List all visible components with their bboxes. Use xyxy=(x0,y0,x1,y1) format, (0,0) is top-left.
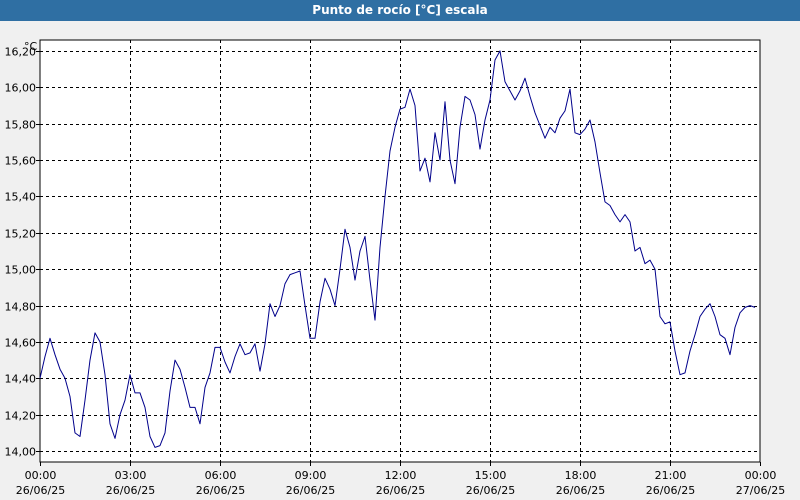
x-tick-time-label: 00:00 xyxy=(25,469,57,482)
series-layer xyxy=(39,50,756,448)
x-tick-date-label: 26/06/25 xyxy=(556,484,605,497)
chart-title: Punto de rocío [°C] escala xyxy=(0,0,800,21)
x-tick-date-label: 26/06/25 xyxy=(286,484,335,497)
y-tick-label: 15,40 xyxy=(5,191,37,204)
x-tick-date-label: 26/06/25 xyxy=(196,484,245,497)
x-tick-time-label: 18:00 xyxy=(565,469,597,482)
x-tick-date-label: 26/06/25 xyxy=(466,484,515,497)
x-tick-time-label: 06:00 xyxy=(205,469,237,482)
y-tick-label: 15,60 xyxy=(5,155,37,168)
y-tick-label: 14,20 xyxy=(5,410,37,423)
y-tick-label: 14,40 xyxy=(5,373,37,386)
x-tick-time-label: 21:00 xyxy=(655,469,687,482)
y-tick-label: 14,80 xyxy=(5,301,37,314)
y-axis-unit-label: °C xyxy=(24,40,38,53)
x-tick-time-label: 03:00 xyxy=(115,469,147,482)
x-tick-time-label: 00:00 xyxy=(745,469,777,482)
y-tick-label: 16,00 xyxy=(5,82,37,95)
tick-label-layer: 14,00 14,20 14,40 14,60 14,80 15,00 15,20 15,40… xyxy=(5,46,786,498)
x-tick-date-label: 26/06/25 xyxy=(106,484,155,497)
x-tick-time-label: 15:00 xyxy=(475,469,507,482)
y-tick-label: 15,00 xyxy=(5,264,37,277)
y-tick-label: 14,00 xyxy=(5,446,37,459)
x-tick-time-label: 09:00 xyxy=(295,469,327,482)
x-tick-time-label: 12:00 xyxy=(385,469,417,482)
y-tick-label: 14,60 xyxy=(5,337,37,350)
dew-point-series-line xyxy=(39,50,756,448)
tick-layer xyxy=(36,51,761,466)
x-tick-date-label: 27/06/25 xyxy=(736,484,785,497)
y-tick-label: 16,20 xyxy=(5,46,37,59)
x-tick-date-label: 26/06/25 xyxy=(646,484,695,497)
x-tick-date-label: 26/06/25 xyxy=(376,484,425,497)
y-tick-label: 15,20 xyxy=(5,228,37,241)
x-tick-date-label: 26/06/25 xyxy=(16,484,65,497)
grid-layer xyxy=(40,40,760,462)
y-tick-label: 15,80 xyxy=(5,119,37,132)
